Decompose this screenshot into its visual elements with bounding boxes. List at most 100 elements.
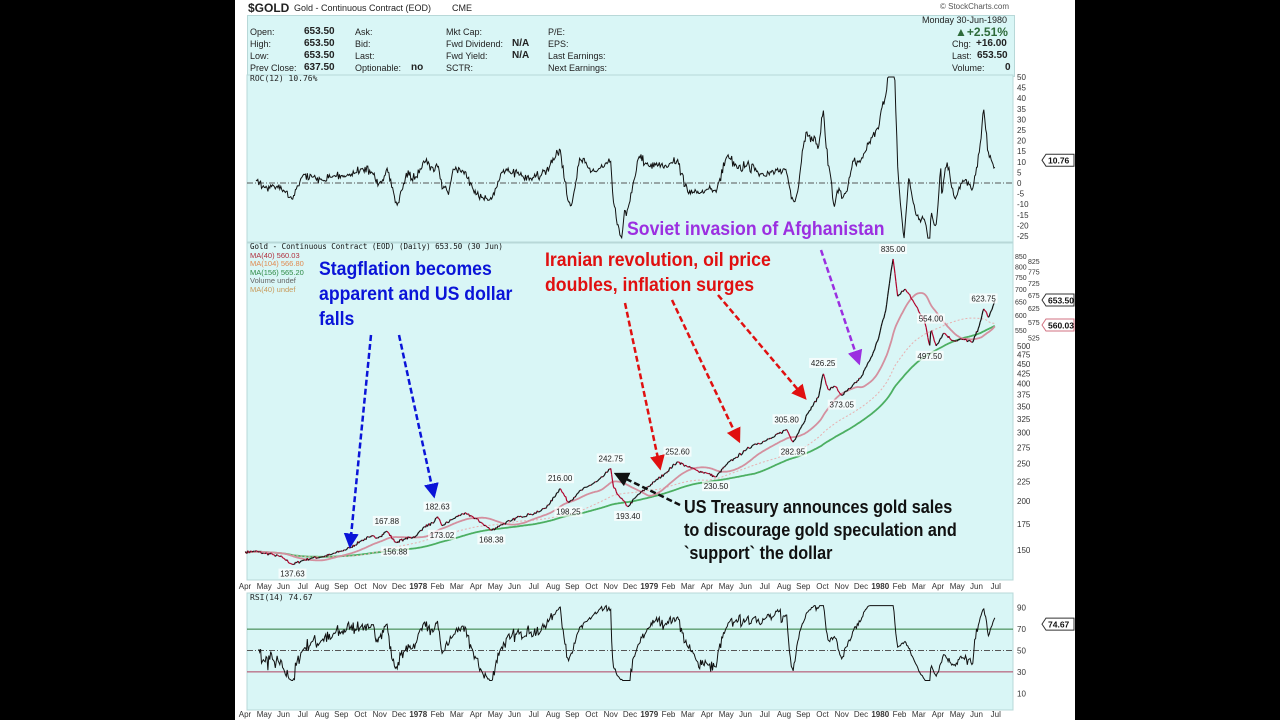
- x-tick-label: Apr: [239, 710, 252, 719]
- x-tick-label: Apr: [701, 582, 714, 591]
- price-segment: [600, 476, 603, 479]
- x-tick-label: Feb: [431, 710, 445, 719]
- price-segment: [756, 443, 758, 446]
- price-segment: [541, 507, 544, 510]
- price-tick-label: 325: [1017, 415, 1031, 424]
- price-segment: [562, 492, 565, 496]
- price-segment: [900, 290, 903, 293]
- quote-label: Mkt Cap:: [446, 27, 483, 37]
- price-segment: [429, 522, 432, 526]
- price-segment: [903, 288, 906, 291]
- price-segment: [779, 431, 782, 434]
- price-segment: [615, 491, 618, 495]
- price-segment: [249, 550, 252, 553]
- quote-label: Last Earnings:: [548, 51, 606, 61]
- price-label-bg: [772, 414, 801, 425]
- price-segment: [766, 438, 769, 441]
- x-tick-label: Nov: [604, 582, 618, 591]
- price-segment: [931, 330, 934, 335]
- price-segment: [911, 299, 914, 302]
- price-segment: [889, 269, 892, 277]
- x-tick-label: 1980: [871, 582, 889, 591]
- price-segment: [676, 461, 678, 463]
- price-segment: [870, 355, 873, 358]
- price-segment: [954, 340, 956, 342]
- price-tick-label: 575: [1028, 320, 1040, 327]
- price-segment: [972, 339, 975, 343]
- price-segment: [353, 544, 356, 547]
- price-segment: [346, 547, 349, 550]
- price-segment: [365, 536, 368, 540]
- price-segment: [909, 293, 912, 297]
- x-tick-label: Aug: [546, 710, 560, 719]
- price-segment: [800, 424, 803, 428]
- x-tick-label: Aug: [315, 710, 329, 719]
- price-segment: [826, 385, 829, 390]
- price-segment: [836, 388, 839, 392]
- price-segment: [596, 480, 599, 482]
- price-segment: [399, 538, 402, 541]
- price-legend: Gold - Continuous Contract (EOD) (Daily)…: [250, 242, 503, 294]
- price-label: 137.63: [280, 570, 305, 579]
- price-segment: [986, 312, 989, 316]
- price-segment: [768, 437, 771, 440]
- roc-tick-label: -10: [1017, 200, 1029, 209]
- price-segment: [480, 521, 482, 524]
- price-segment: [834, 385, 836, 388]
- price-segment: [506, 520, 509, 522]
- price-segment: [680, 462, 683, 465]
- x-tick-label: Feb: [893, 710, 907, 719]
- price-segment: [823, 376, 826, 381]
- price-segment: [627, 505, 630, 508]
- price-segment: [606, 471, 609, 473]
- price-segment: [844, 390, 846, 393]
- x-tick-label: Dec: [854, 582, 868, 591]
- price-segment: [386, 530, 389, 533]
- price-segment: [671, 464, 674, 468]
- price-segment: [985, 310, 988, 314]
- price-segment: [575, 493, 578, 497]
- roc-tick-label: 10: [1017, 158, 1026, 167]
- price-segment: [459, 513, 462, 516]
- price-segment: [865, 366, 867, 368]
- price-segment: [283, 558, 286, 561]
- price-tick-label: 550: [1015, 328, 1027, 335]
- x-tick-label: Jul: [760, 710, 770, 719]
- quote-label: Low:: [250, 51, 270, 61]
- price-tick-label: 275: [1017, 443, 1031, 452]
- price-label-bg: [278, 568, 307, 579]
- price-segment: [912, 300, 915, 304]
- price-segment: [592, 482, 594, 485]
- price-segment: [747, 446, 750, 449]
- price-segment: [787, 431, 790, 434]
- price-segment: [914, 304, 917, 307]
- price-segment: [715, 475, 718, 478]
- price-segment: [278, 555, 281, 558]
- x-tick-label: Mar: [450, 710, 464, 719]
- price-segment: [933, 340, 936, 344]
- price-segment: [808, 409, 811, 413]
- price-segment: [417, 531, 420, 534]
- x-tick-label: Apr: [932, 710, 945, 719]
- price-segment: [879, 326, 882, 332]
- price-segment: [274, 555, 277, 557]
- price-segment: [436, 516, 439, 519]
- price-segment: [841, 394, 844, 397]
- price-segment: [338, 550, 340, 553]
- price-segment: [725, 463, 728, 466]
- price-segment: [829, 387, 832, 391]
- quote-value: N/A: [512, 50, 530, 61]
- price-segment: [595, 480, 598, 483]
- price-segment: [882, 317, 885, 320]
- price-segment: [799, 426, 802, 429]
- price-segment: [736, 456, 739, 459]
- price-segment: [674, 463, 677, 466]
- price-segment: [434, 517, 437, 522]
- price-segment: [448, 521, 450, 523]
- price-segment: [978, 321, 981, 327]
- price-segment: [432, 522, 435, 524]
- price-segment: [614, 488, 617, 492]
- price-segment: [859, 377, 862, 379]
- price-segment: [689, 465, 692, 469]
